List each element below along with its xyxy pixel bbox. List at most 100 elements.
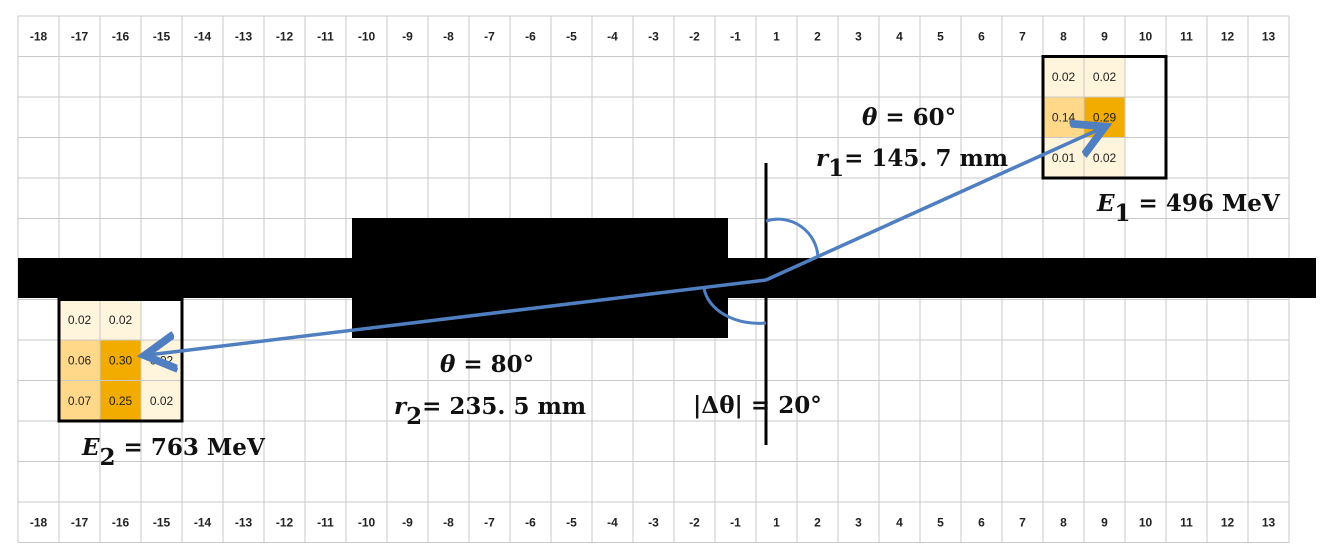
cluster-cell-value: 0.29 [1093, 110, 1117, 124]
bottom-tick-label: -6 [525, 515, 536, 529]
top-tick-label: 9 [1101, 29, 1108, 43]
top-tick-label: 7 [1019, 29, 1026, 43]
top-tick-label: 5 [937, 29, 944, 43]
top-tick-label: 6 [978, 29, 985, 43]
top-tick-label: 2 [814, 29, 821, 43]
top-tick-label: -2 [689, 29, 700, 43]
top-tick-label: 3 [855, 29, 862, 43]
top-tick-label: -8 [443, 29, 454, 43]
theta1-label: θ = 60° [862, 104, 956, 131]
bottom-tick-label: 13 [1262, 515, 1276, 529]
top-tick-label: -13 [235, 29, 253, 43]
cluster-cell [99, 380, 142, 422]
bottom-tick-label: -10 [358, 515, 376, 529]
bottom-tick-label: -15 [153, 515, 171, 529]
track-2 [148, 278, 767, 355]
delta-theta-label: |Δθ| = 20° [693, 392, 822, 419]
top-tick-label: -10 [358, 29, 376, 43]
cluster-cell [99, 299, 142, 341]
angle-arc-1 [765, 217, 820, 259]
top-tick-label: 4 [896, 29, 903, 43]
r1-label: r1= 145. 7 mm [816, 145, 1008, 182]
top-tick-label: -6 [525, 29, 536, 43]
cluster-cell-value: 0.06 [68, 353, 92, 367]
bottom-tick-label: -12 [276, 515, 294, 529]
top-tick-label: 13 [1262, 29, 1276, 43]
clusters: 0.02 0.02 0.14 0.29 0.01 0.02 0.02 0.02 0.06 0.30… [57, 55, 1168, 423]
cluster-cell-value: 0.02 [150, 394, 174, 408]
target-block [352, 218, 728, 338]
bottom-tick-label: 11 [1180, 515, 1193, 529]
top-tick-label: 12 [1221, 29, 1235, 43]
top-tick-label: 8 [1060, 29, 1067, 43]
cluster-cell [1042, 56, 1085, 98]
cluster-cell [1124, 56, 1167, 98]
top-tick-label: -14 [194, 29, 212, 43]
top-tick-label: 1 [773, 29, 780, 43]
r2-label: r2= 235. 5 mm [394, 393, 586, 430]
bottom-tick-label: 2 [814, 515, 821, 529]
cluster-cell [1124, 96, 1167, 138]
bottom-tick-label: 8 [1060, 515, 1067, 529]
bottom-tick-label: 3 [855, 515, 862, 529]
cluster-border [57, 298, 184, 423]
bottom-tick-label: 5 [937, 515, 944, 529]
bottom-tick-label: -8 [443, 515, 454, 529]
cluster-cell [140, 380, 183, 422]
bottom-tick-label: 1 [773, 515, 780, 529]
bottom-axis-labels: -18 -17 -16 -15 -14 -1 3 -12 -11 -10 -9 -8 -7 -6 -5 -4 -… [30, 515, 1276, 529]
bottom-tick-label: -11 [317, 515, 334, 529]
top-tick-label: -15 [153, 29, 171, 43]
bottom-tick-label: 6 [978, 515, 985, 529]
cluster-cell [140, 299, 183, 341]
cluster-cell-value: 0.30 [109, 353, 133, 367]
top-tick-label: -7 [484, 29, 495, 43]
top-tick-label: -5 [566, 29, 577, 43]
cluster-cell-value: 0.02 [1093, 151, 1117, 165]
cluster-cell-value: 0.02 [68, 313, 92, 327]
bottom-tick-label: -2 [689, 515, 700, 529]
cluster-cell-value: 0.07 [68, 394, 92, 408]
bottom-tick-label: -9 [402, 515, 413, 529]
bottom-tick-label: -3 [648, 515, 659, 529]
angle-arc-2 [702, 287, 767, 325]
cluster-cell-value: 0.02 [1052, 70, 1076, 84]
bottom-tick-label: -18 [30, 515, 48, 529]
cluster-cell [58, 339, 101, 381]
cluster-cell-value: 0.02 [1093, 70, 1117, 84]
top-tick-label: -16 [112, 29, 130, 43]
cluster-cell [1124, 137, 1167, 179]
bottom-tick-label: -14 [194, 515, 212, 529]
bottom-tick-label: -4 [607, 515, 618, 529]
E1-label: E1 = 496 MeV [1096, 190, 1281, 227]
cluster-cell-value: 0.01 [1052, 151, 1076, 165]
cluster-2: 0.02 0.020.06 0.30 0.020.07 0.25 0.02 [57, 298, 184, 423]
top-tick-label: -12 [276, 29, 294, 43]
bottom-tick-label: -5 [566, 515, 577, 529]
theta2-label: θ = 80° [440, 351, 534, 378]
bottom-tick-label: 12 [1221, 515, 1235, 529]
bottom-tick-label: 4 [896, 515, 903, 529]
cluster-cell-value: 0.02 [109, 313, 133, 327]
top-tick-label: -17 [71, 29, 89, 43]
cluster-border [1041, 55, 1168, 180]
cluster-cell [99, 339, 142, 381]
top-tick-label: -4 [607, 29, 618, 43]
top-tick-label: 10 [1139, 29, 1153, 43]
bottom-tick-label: -16 [112, 515, 130, 529]
top-tick-label: -11 [317, 29, 334, 43]
bottom-tick-label: -7 [484, 515, 495, 529]
bottom-tick-label: 9 [1101, 515, 1108, 529]
E2-label: E2 = 763 MeV [81, 434, 266, 471]
cluster-1: 0.02 0.02 0.14 0.29 0.01 0.02 [1041, 55, 1168, 180]
cluster-cell-value: 0.25 [109, 394, 133, 408]
top-tick-label: -1 [730, 29, 741, 43]
top-tick-label: -18 [30, 29, 48, 43]
bottom-tick-label: 7 [1019, 515, 1026, 529]
bottom-tick-label: -1 [730, 515, 741, 529]
bottom-tick-label: -17 [71, 515, 89, 529]
top-axis-labels: -18 -17 -16 -15 -14 -13 -12 -11 -10 -9 -8 -7 -6 -5 -4-… [30, 29, 1276, 43]
cluster-cell-value: 0.14 [1052, 110, 1076, 124]
top-tick-label: 11 [1180, 29, 1193, 43]
